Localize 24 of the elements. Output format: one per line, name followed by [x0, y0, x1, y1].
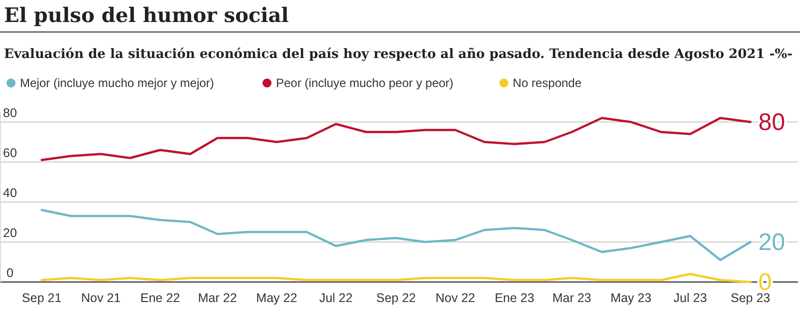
- y-tick-label: 80: [3, 106, 17, 120]
- x-tick-label: Sep 21: [22, 291, 62, 305]
- x-tick-label: Mar 23: [552, 291, 592, 305]
- x-tick-label: Mar 22: [198, 291, 237, 305]
- legend-label: Mejor (incluye mucho mejor y mejor): [20, 76, 214, 90]
- x-tick-label: Ene 23: [494, 291, 534, 305]
- y-tick-label: 20: [3, 226, 17, 240]
- x-tick-label: Jul 23: [674, 291, 707, 305]
- y-tick-label: 0: [6, 266, 14, 280]
- x-tick-label: Ene 22: [140, 291, 180, 305]
- x-tick-label: May 22: [256, 291, 298, 305]
- data-label: 80: [758, 109, 786, 136]
- x-tick-label: Nov 21: [81, 291, 121, 305]
- chart-title: El pulso del humor social: [4, 3, 290, 27]
- x-tick-label: May 23: [610, 291, 652, 305]
- x-tick-label: Sep 22: [376, 291, 416, 305]
- y-tick-label: 60: [3, 146, 17, 160]
- data-label: 20: [758, 229, 786, 256]
- x-tick-label: Nov 22: [436, 291, 476, 305]
- y-tick-label: 40: [3, 186, 17, 200]
- x-tick-label: Jul 22: [319, 291, 353, 305]
- legend-label: Peor (incluye mucho peor y peor): [276, 76, 454, 90]
- chart-subtitle: Evaluación de la situación económica del país hoy respecto al año pasado. Tendencia desde Agosto 2021 -%-: [4, 47, 792, 62]
- legend-label: No responde: [512, 76, 582, 90]
